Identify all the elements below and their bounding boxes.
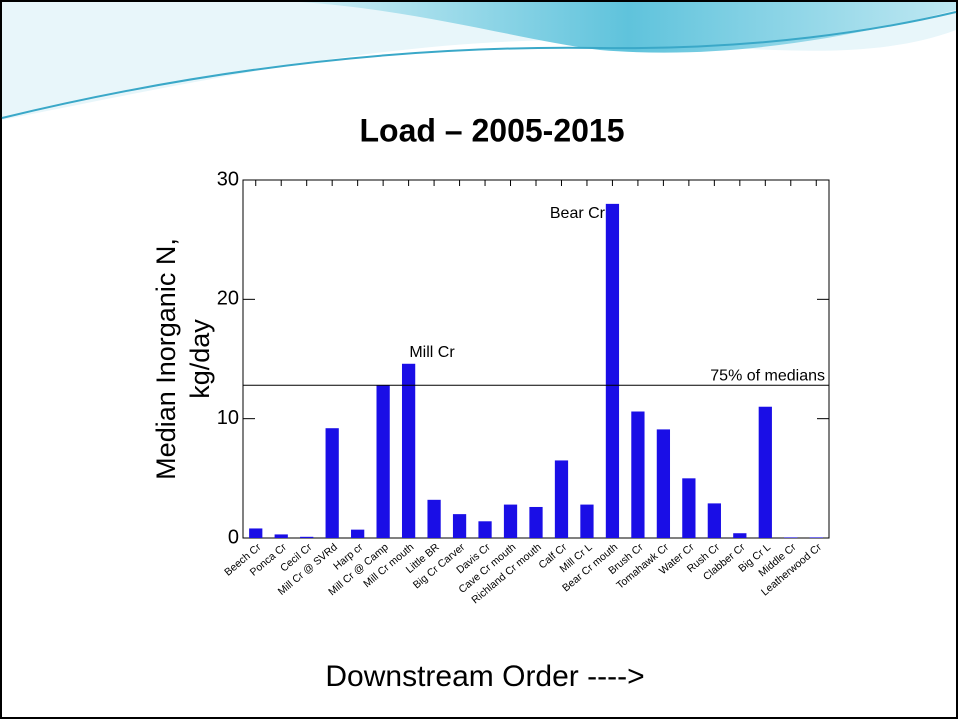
bar bbox=[631, 411, 645, 538]
bar bbox=[503, 504, 518, 538]
y-tick-label: 30 bbox=[217, 168, 239, 190]
bar bbox=[784, 537, 798, 538]
bar bbox=[529, 506, 543, 538]
bar bbox=[427, 499, 441, 538]
bar bbox=[809, 537, 823, 538]
bar bbox=[376, 385, 390, 538]
bar bbox=[554, 460, 569, 538]
bar bbox=[274, 534, 288, 538]
swoosh-line bbox=[1, 11, 957, 119]
y-axis-label-line: Median Inorganic N, bbox=[151, 238, 181, 480]
y-axis-label-line: kg/day bbox=[185, 319, 215, 399]
title-box bbox=[296, 100, 746, 160]
bar bbox=[478, 521, 492, 538]
annotation: Bear Cr bbox=[550, 205, 606, 222]
y-tick-label: 10 bbox=[217, 407, 239, 429]
reference-label: 75% of medians bbox=[710, 367, 825, 384]
bar bbox=[682, 478, 696, 538]
bar bbox=[401, 363, 416, 538]
bar bbox=[733, 533, 747, 538]
x-axis-label: Downstream Order ----> bbox=[325, 660, 644, 693]
bar bbox=[605, 203, 620, 538]
y-axis-label: Median Inorganic N, kg/day bbox=[151, 238, 215, 480]
bar bbox=[758, 406, 772, 538]
chart-title: Load – 2005-2015 bbox=[359, 112, 624, 148]
bar bbox=[656, 429, 671, 538]
bar bbox=[707, 503, 721, 538]
y-tick-label: 0 bbox=[228, 526, 239, 548]
y-tick-label: 20 bbox=[217, 288, 239, 310]
bar bbox=[249, 528, 263, 538]
bar bbox=[452, 514, 467, 538]
bar bbox=[300, 536, 314, 538]
bar bbox=[351, 529, 365, 538]
bar bbox=[580, 504, 594, 538]
annotation: Mill Cr bbox=[409, 344, 455, 361]
bar bbox=[325, 428, 339, 538]
